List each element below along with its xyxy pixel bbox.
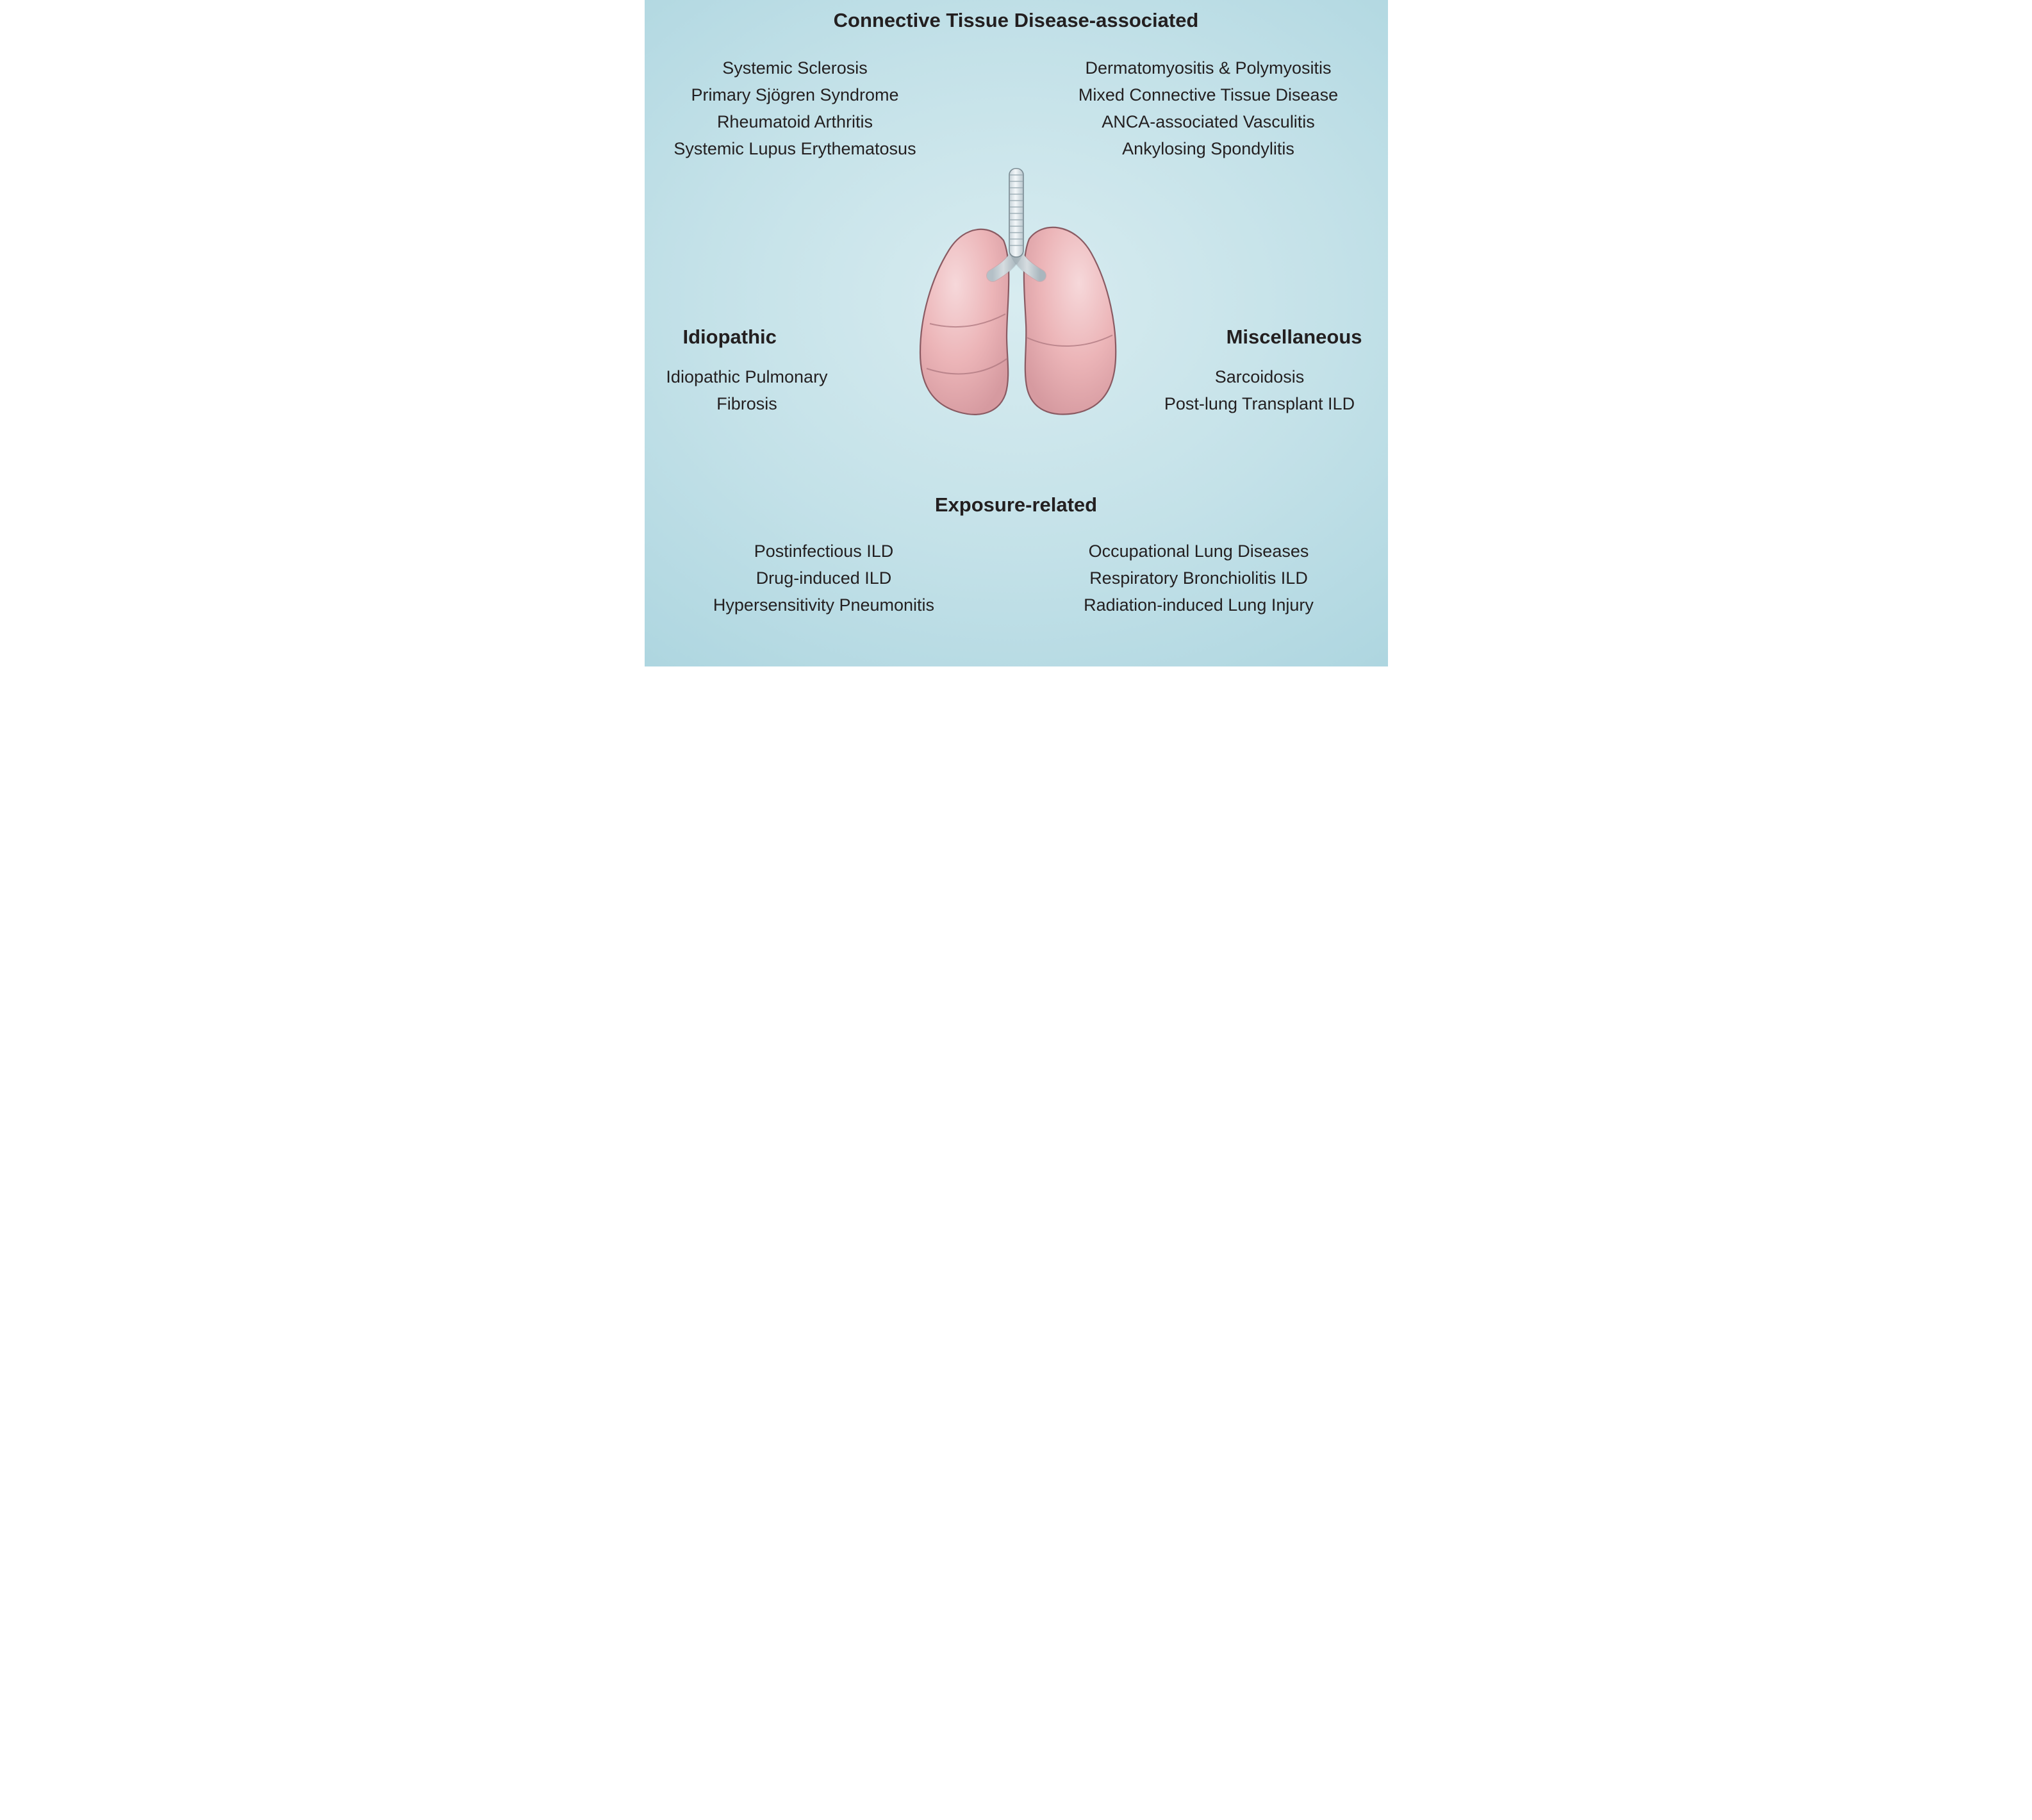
- exposure-left-list: Postinfectious ILD Drug-induced ILD Hype…: [664, 538, 984, 619]
- exposure-left-item: Postinfectious ILD: [664, 538, 984, 565]
- left-lung-shape: [920, 229, 1009, 415]
- right-lung-shape: [1023, 228, 1115, 415]
- heading-ctd: Connective Tissue Disease-associated: [645, 9, 1388, 32]
- exposure-left-item: Drug-induced ILD: [664, 565, 984, 592]
- misc-list: Sarcoidosis Post-lung Transplant ILD: [1132, 364, 1388, 418]
- exposure-right-item: Occupational Lung Diseases: [1023, 538, 1375, 565]
- idiopathic-list: Idiopathic Pulmonary Fibrosis: [645, 364, 850, 418]
- ctd-right-item: Dermatomyositis & Polymyositis: [1029, 55, 1388, 82]
- ctd-left-list: Systemic Sclerosis Primary Sjögren Syndr…: [645, 55, 946, 162]
- heading-misc: Miscellaneous: [1227, 326, 1362, 349]
- exposure-right-item: Respiratory Bronchiolitis ILD: [1023, 565, 1375, 592]
- ctd-right-item: ANCA-associated Vasculitis: [1029, 109, 1388, 136]
- idiopathic-item: Fibrosis: [645, 391, 850, 418]
- ctd-left-item: Systemic Lupus Erythematosus: [645, 136, 946, 163]
- ctd-right-item: Ankylosing Spondylitis: [1029, 136, 1388, 163]
- exposure-left-item: Hypersensitivity Pneumonitis: [664, 592, 984, 619]
- idiopathic-item: Idiopathic Pulmonary: [645, 364, 850, 391]
- ctd-left-item: Primary Sjögren Syndrome: [645, 82, 946, 109]
- ctd-left-item: Systemic Sclerosis: [645, 55, 946, 82]
- ild-classification-diagram: Connective Tissue Disease-associated Sys…: [645, 0, 1388, 666]
- misc-item: Post-lung Transplant ILD: [1132, 391, 1388, 418]
- exposure-right-list: Occupational Lung Diseases Respiratory B…: [1023, 538, 1375, 619]
- heading-idiopathic: Idiopathic: [683, 326, 777, 349]
- ctd-left-item: Rheumatoid Arthritis: [645, 109, 946, 136]
- exposure-right-item: Radiation-induced Lung Injury: [1023, 592, 1375, 619]
- heading-exposure: Exposure-related: [645, 493, 1388, 517]
- ctd-right-list: Dermatomyositis & Polymyositis Mixed Con…: [1029, 55, 1388, 162]
- misc-item: Sarcoidosis: [1132, 364, 1388, 391]
- lungs-illustration: [885, 163, 1148, 426]
- ctd-right-item: Mixed Connective Tissue Disease: [1029, 82, 1388, 109]
